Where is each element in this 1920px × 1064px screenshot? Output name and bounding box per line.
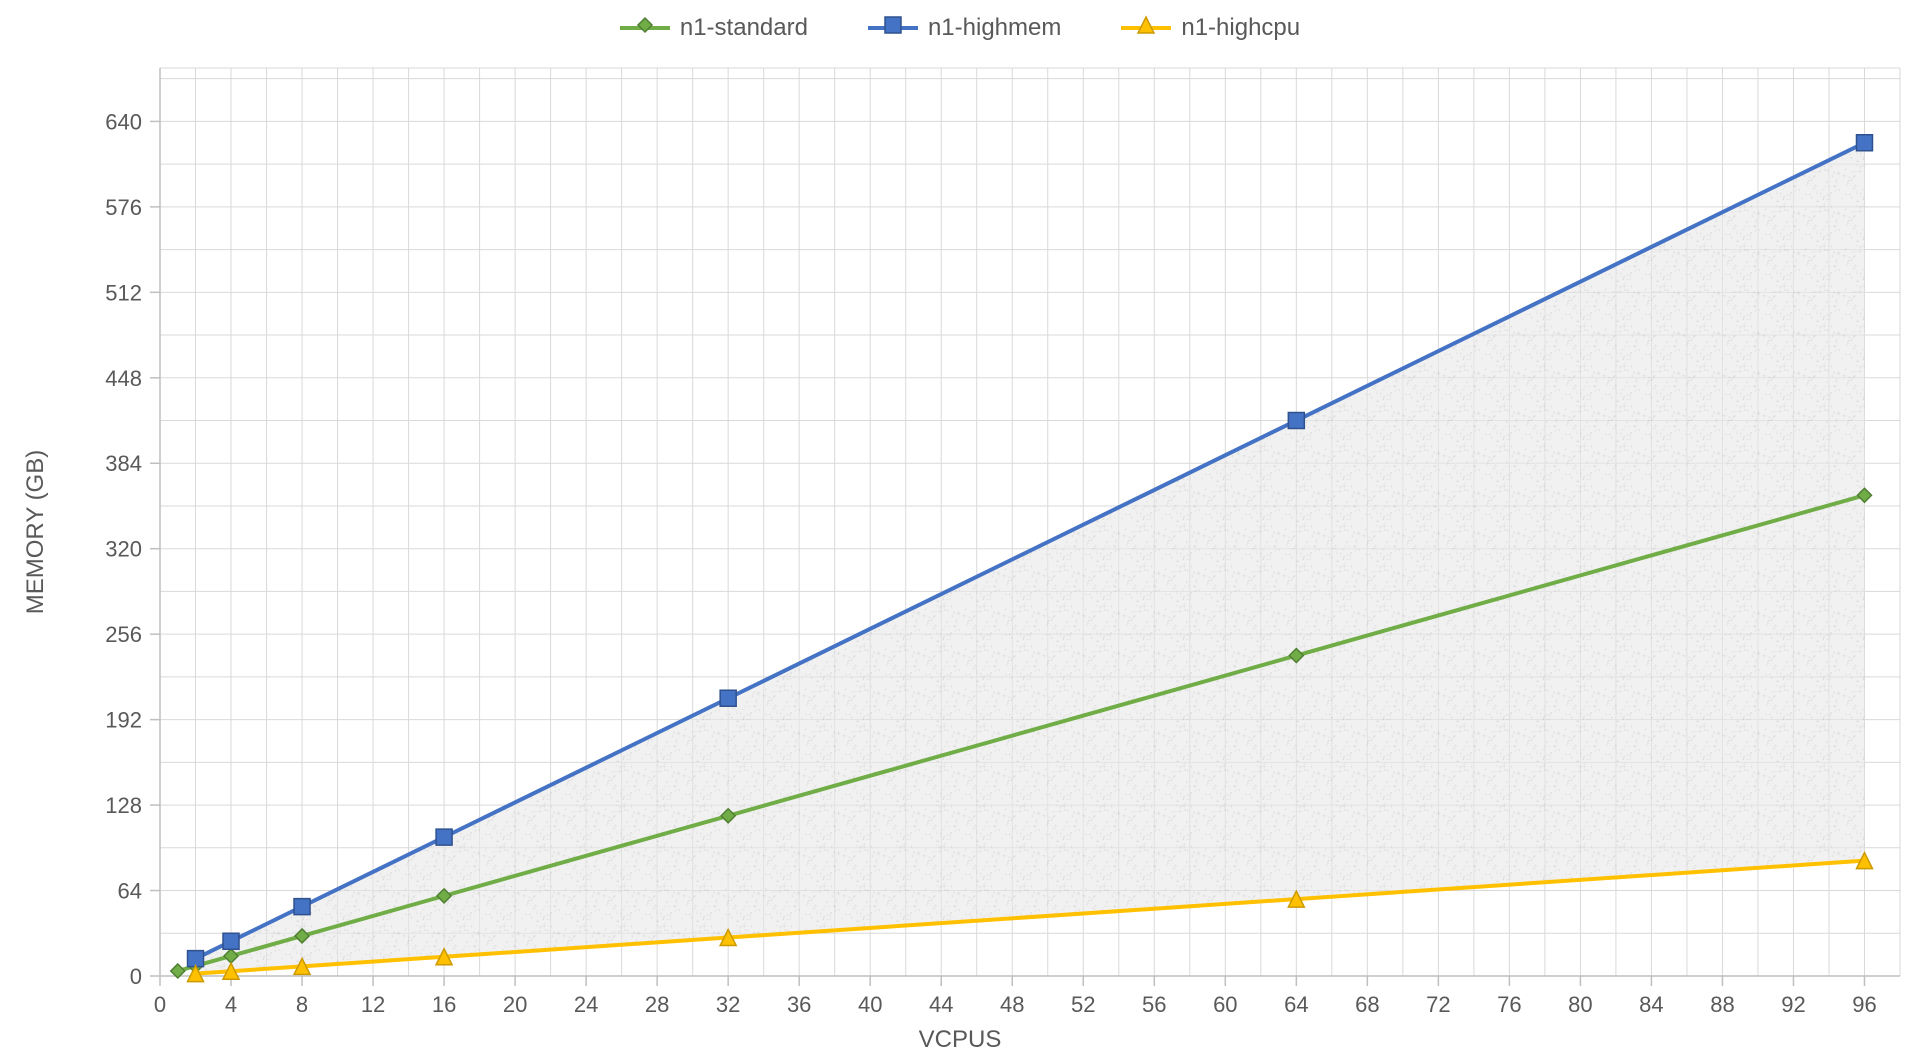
svg-text:72: 72 (1426, 992, 1450, 1017)
svg-text:384: 384 (105, 451, 142, 476)
svg-text:576: 576 (105, 195, 142, 220)
svg-text:0: 0 (154, 992, 166, 1017)
svg-text:16: 16 (432, 992, 456, 1017)
svg-text:96: 96 (1852, 992, 1876, 1017)
svg-text:92: 92 (1781, 992, 1805, 1017)
svg-text:4: 4 (225, 992, 237, 1017)
svg-text:36: 36 (787, 992, 811, 1017)
svg-text:80: 80 (1568, 992, 1592, 1017)
svg-text:20: 20 (503, 992, 527, 1017)
svg-text:56: 56 (1142, 992, 1166, 1017)
svg-text:52: 52 (1071, 992, 1095, 1017)
svg-text:128: 128 (105, 793, 142, 818)
svg-text:8: 8 (296, 992, 308, 1017)
svg-text:88: 88 (1710, 992, 1734, 1017)
svg-text:40: 40 (858, 992, 882, 1017)
svg-text:44: 44 (929, 992, 953, 1017)
svg-text:64: 64 (1284, 992, 1308, 1017)
svg-text:512: 512 (105, 280, 142, 305)
svg-text:256: 256 (105, 622, 142, 647)
svg-text:320: 320 (105, 537, 142, 562)
svg-text:48: 48 (1000, 992, 1024, 1017)
svg-text:640: 640 (105, 109, 142, 134)
svg-text:60: 60 (1213, 992, 1237, 1017)
svg-text:192: 192 (105, 708, 142, 733)
svg-text:448: 448 (105, 366, 142, 391)
svg-text:76: 76 (1497, 992, 1521, 1017)
svg-text:28: 28 (645, 992, 669, 1017)
svg-text:0: 0 (130, 964, 142, 989)
plot-area: 0481216202428323640444852566064687276808… (0, 0, 1920, 1064)
svg-text:84: 84 (1639, 992, 1663, 1017)
svg-text:32: 32 (716, 992, 740, 1017)
chart-container: n1-standard n1-highmem n1-highcpu MEMORY… (0, 0, 1920, 1064)
svg-text:64: 64 (118, 879, 142, 904)
svg-text:24: 24 (574, 992, 598, 1017)
svg-text:68: 68 (1355, 992, 1379, 1017)
svg-text:12: 12 (361, 992, 385, 1017)
